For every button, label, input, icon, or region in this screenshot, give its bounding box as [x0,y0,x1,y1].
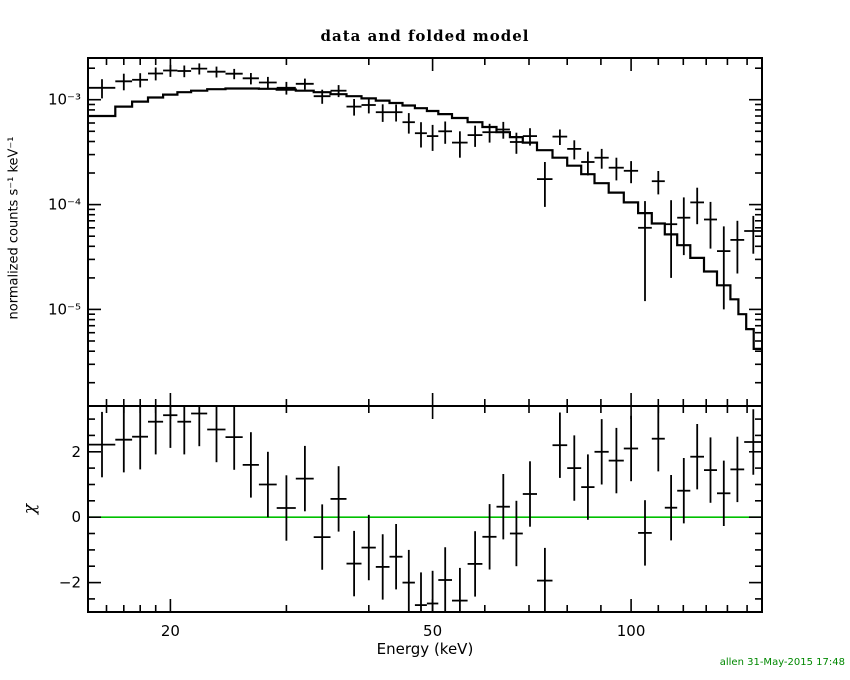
y-tick-label: 0 [71,508,81,526]
y-tick-label: −2 [59,574,81,592]
timestamp-label: allen 31-May-2015 17:48 [719,657,845,668]
residual-data-series [88,406,762,612]
plot-title: data and folded model [320,27,530,45]
x-axis-label: Energy (keV) [376,640,474,658]
x-tick-label: 100 [617,622,646,640]
x-tick-label: 20 [161,622,180,640]
x-tick-label: 50 [423,622,442,640]
y-tick-label: 10⁻⁴ [48,196,81,214]
y-tick-label: 10⁻³ [48,91,81,109]
residual-panel-frame [87,405,763,613]
tick-marks [88,58,762,612]
spectrum-data-series [88,63,762,310]
model-step-path [88,87,762,350]
tick-labels: 10⁻³ 10⁻⁴ 10⁻⁵ −2 0 2 20 50 100 [48,91,645,640]
spectrum-panel-frame [87,57,763,407]
axis-frame [87,57,763,613]
y-tick-label: 2 [71,443,81,461]
y-tick-label: 10⁻⁵ [48,300,81,318]
folded-model-line [88,87,762,350]
